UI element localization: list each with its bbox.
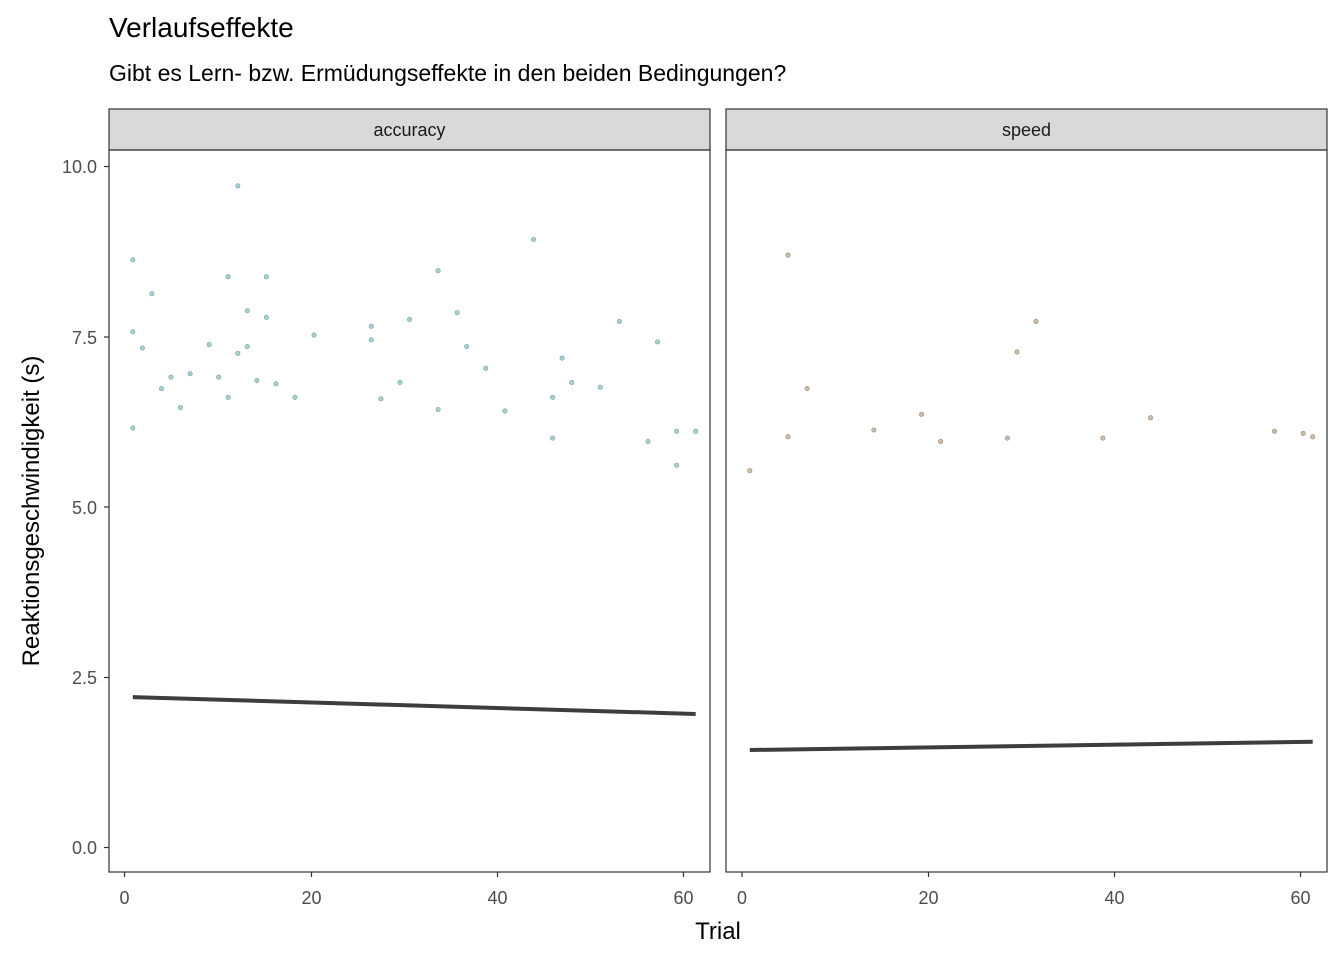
x-tick-label-accuracy-40: 40 xyxy=(487,888,507,908)
point-speed-7 xyxy=(1300,430,1306,436)
point-accuracy-2 xyxy=(139,345,145,351)
point-accuracy-21 xyxy=(311,332,317,338)
point-accuracy-11 xyxy=(225,394,231,400)
panel-accuracy: accuracy xyxy=(108,108,711,873)
x-tick-label-accuracy-60: 60 xyxy=(673,888,693,908)
point-accuracy-8 xyxy=(206,342,212,348)
x-tick-label-accuracy-0: 0 xyxy=(119,888,129,908)
x-tick-label-speed-40: 40 xyxy=(1104,888,1124,908)
point-layer-accuracy xyxy=(130,183,699,468)
x-tick-label-speed-0: 0 xyxy=(737,888,747,908)
point-accuracy-6 xyxy=(178,405,184,411)
point-speed-1 xyxy=(1033,318,1039,324)
point-accuracy-36 xyxy=(569,379,575,385)
point-accuracy-45 xyxy=(550,435,556,441)
point-accuracy-32 xyxy=(502,408,508,414)
point-layer-speed xyxy=(747,252,1316,474)
point-accuracy-4 xyxy=(159,386,165,392)
point-accuracy-0 xyxy=(130,257,136,263)
y-tick-label-0: 0.0 xyxy=(72,838,97,858)
point-speed-8 xyxy=(1310,434,1316,440)
chart-subtitle: Gibt es Lern- bzw. Ermüdungseffekte in d… xyxy=(109,60,787,86)
point-accuracy-28 xyxy=(435,407,441,413)
trend-line-accuracy xyxy=(132,695,696,716)
point-accuracy-37 xyxy=(597,384,603,390)
point-speed-3 xyxy=(804,386,810,392)
point-accuracy-34 xyxy=(550,394,556,400)
point-accuracy-9 xyxy=(216,374,222,380)
point-accuracy-26 xyxy=(406,316,412,322)
point-speed-9 xyxy=(785,434,791,440)
point-accuracy-30 xyxy=(464,344,470,350)
y-tick-label-3: 7.5 xyxy=(72,328,97,348)
trend-line-speed xyxy=(749,739,1313,752)
x-axis-speed: 0 20 40 60 xyxy=(737,872,1311,908)
point-speed-12 xyxy=(938,438,944,444)
panel-border-accuracy xyxy=(108,149,711,873)
panel-border-speed xyxy=(725,149,1328,873)
strip-label-speed: speed xyxy=(1002,120,1051,140)
y-axis-title: Reaktionsgeschwindigkeit (s) xyxy=(18,356,45,667)
point-accuracy-20 xyxy=(292,394,298,400)
point-speed-2 xyxy=(1014,349,1020,355)
point-accuracy-24 xyxy=(378,396,384,402)
point-accuracy-10 xyxy=(225,274,231,280)
point-accuracy-42 xyxy=(674,462,680,468)
point-accuracy-39 xyxy=(654,339,660,345)
point-accuracy-41 xyxy=(674,428,680,434)
point-accuracy-35 xyxy=(559,355,565,361)
point-accuracy-15 xyxy=(244,344,250,350)
point-accuracy-18 xyxy=(263,314,269,320)
x-tick-label-speed-20: 20 xyxy=(918,888,938,908)
point-accuracy-13 xyxy=(235,350,241,356)
point-speed-0 xyxy=(785,252,791,258)
point-speed-10 xyxy=(871,427,877,433)
point-accuracy-1 xyxy=(130,329,136,335)
point-speed-4 xyxy=(919,411,925,417)
point-accuracy-3 xyxy=(149,291,155,297)
y-axis: 0.0 2.5 5.0 7.5 10.0 xyxy=(62,157,109,858)
point-accuracy-14 xyxy=(244,308,250,314)
x-axis-accuracy: 0 20 40 60 xyxy=(119,872,694,908)
point-accuracy-44 xyxy=(645,438,651,444)
point-accuracy-22 xyxy=(368,323,374,329)
point-accuracy-31 xyxy=(483,365,489,371)
x-tick-label-accuracy-20: 20 xyxy=(301,888,321,908)
point-accuracy-29 xyxy=(454,310,460,316)
y-tick-label-4: 10.0 xyxy=(62,157,97,177)
point-accuracy-17 xyxy=(263,274,269,280)
chart-title: Verlaufseffekte xyxy=(109,12,294,43)
point-accuracy-25 xyxy=(397,379,403,385)
x-tick-label-speed-60: 60 xyxy=(1290,888,1310,908)
point-accuracy-16 xyxy=(254,377,260,383)
point-accuracy-5 xyxy=(168,374,174,380)
point-speed-13 xyxy=(1004,435,1010,441)
point-accuracy-7 xyxy=(187,371,193,377)
point-accuracy-43 xyxy=(693,428,699,434)
point-speed-14 xyxy=(747,468,753,474)
panel-speed: speed xyxy=(725,108,1328,873)
point-accuracy-27 xyxy=(435,268,441,274)
point-speed-5 xyxy=(1148,415,1154,421)
x-axis-title: Trial xyxy=(695,918,741,945)
point-accuracy-40 xyxy=(130,425,136,431)
point-accuracy-38 xyxy=(616,318,622,324)
point-speed-6 xyxy=(1272,428,1278,434)
strip-label-accuracy: accuracy xyxy=(373,120,445,140)
strip-speed xyxy=(725,108,1328,151)
point-accuracy-23 xyxy=(368,337,374,343)
point-accuracy-19 xyxy=(273,381,279,387)
point-accuracy-12 xyxy=(235,183,241,189)
point-accuracy-33 xyxy=(530,237,536,243)
y-tick-label-1: 2.5 xyxy=(72,668,97,688)
y-tick-label-2: 5.0 xyxy=(72,498,97,518)
point-speed-11 xyxy=(1100,435,1106,441)
